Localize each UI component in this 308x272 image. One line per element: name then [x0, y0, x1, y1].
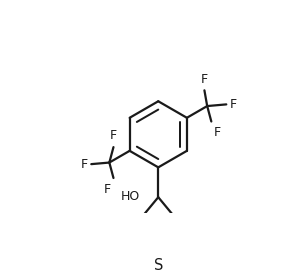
Text: S: S — [154, 258, 163, 272]
Text: HO: HO — [121, 190, 140, 203]
Text: F: F — [213, 126, 221, 139]
Text: F: F — [230, 98, 237, 111]
Text: F: F — [104, 183, 111, 196]
Text: F: F — [201, 73, 208, 86]
Text: F: F — [80, 158, 87, 171]
Text: F: F — [110, 129, 117, 143]
